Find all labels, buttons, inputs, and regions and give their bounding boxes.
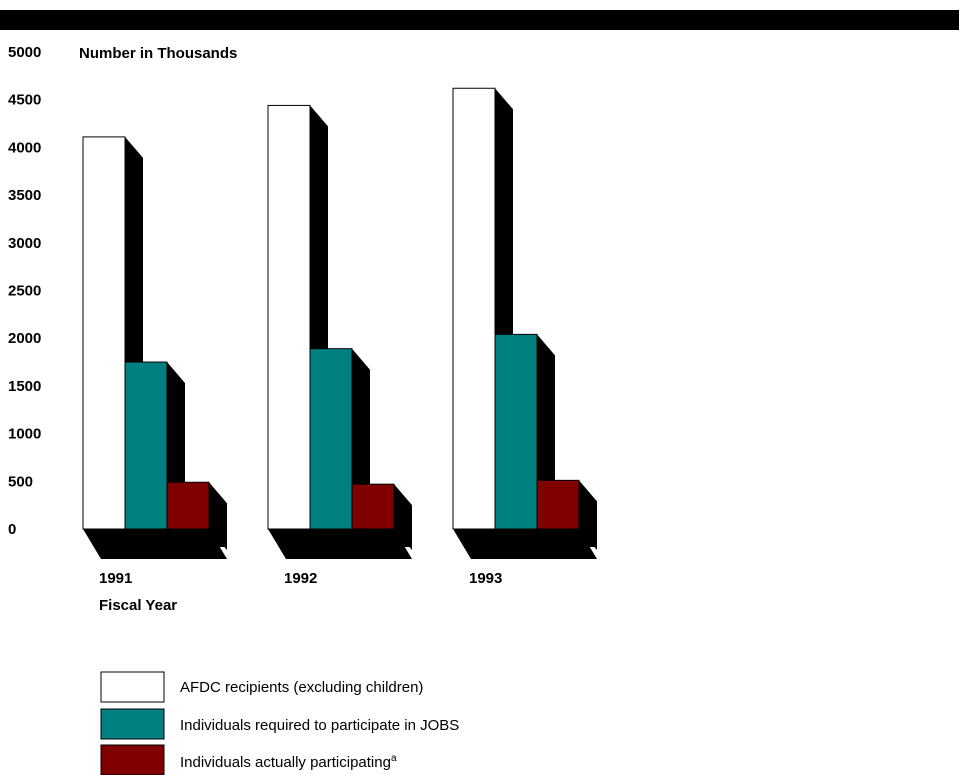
y-tick-label: 5000 xyxy=(8,44,41,61)
bars xyxy=(82,87,597,559)
floor-slab xyxy=(453,529,597,559)
bar-group-1993 xyxy=(452,87,597,559)
y-tick-label: 2000 xyxy=(8,330,41,347)
bar-group-1992 xyxy=(267,104,412,559)
legend-label-participating: Individuals actually participatinga xyxy=(180,753,397,771)
header-rule xyxy=(0,10,959,30)
bar-1993-1 xyxy=(494,333,538,530)
x-tick-label: 1992 xyxy=(284,570,317,587)
y-axis: 0 500 1000 1500 2000 2500 3000 3500 4000 4500 5000 xyxy=(8,44,41,538)
legend-label-required: Individuals required to participate in J… xyxy=(180,717,459,734)
bar-1993-2 xyxy=(536,479,580,530)
bar-1992-0 xyxy=(267,104,311,530)
x-axis: 1991 1992 1993 xyxy=(99,570,502,587)
y-tick-label: 3000 xyxy=(8,235,41,252)
y-axis-title: Number in Thousands xyxy=(79,45,237,62)
x-tick-label: 1993 xyxy=(469,570,502,587)
bar-side-1993-2 xyxy=(579,480,597,550)
y-tick-label: 2500 xyxy=(8,283,41,300)
x-tick-label: 1991 xyxy=(99,570,132,587)
y-tick-label: 1500 xyxy=(8,378,41,395)
bar-1992-1 xyxy=(309,348,353,530)
y-tick-label: 4500 xyxy=(8,92,41,109)
floor-slab xyxy=(268,529,412,559)
bar-1991-2 xyxy=(166,481,210,530)
y-tick-label: 3500 xyxy=(8,187,41,204)
legend-label-afdc: AFDC recipients (excluding children) xyxy=(180,679,423,696)
bar-side-1991-2 xyxy=(209,482,227,550)
bar-1991-1 xyxy=(124,361,168,530)
y-tick-label: 4000 xyxy=(8,139,41,156)
y-tick-label: 1000 xyxy=(8,426,41,443)
bar-side-1992-2 xyxy=(394,484,412,550)
bar-group-1991 xyxy=(82,136,227,559)
bar-1991-0 xyxy=(82,136,126,530)
bar-1993-0 xyxy=(452,87,496,530)
legend-swatch-participating xyxy=(100,744,165,775)
legend-swatch-afdc xyxy=(100,671,165,703)
x-axis-title: Fiscal Year xyxy=(99,597,177,614)
floor-slab xyxy=(83,529,227,559)
legend-superscript: a xyxy=(391,753,397,764)
y-tick-label: 500 xyxy=(8,473,33,490)
legend: AFDC recipients (excluding children) Ind… xyxy=(100,671,459,775)
y-tick-label: 0 xyxy=(8,521,16,538)
bar-1992-2 xyxy=(351,483,395,530)
legend-swatch-required xyxy=(100,708,165,740)
legend-label-participating-text: Individuals actually participating xyxy=(180,754,391,771)
